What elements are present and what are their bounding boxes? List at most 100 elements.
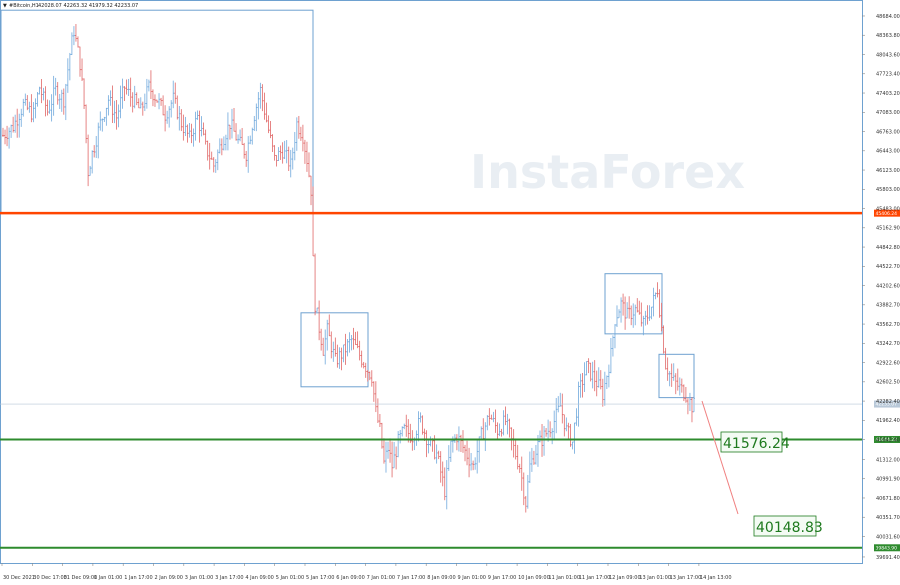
candle	[575, 408, 578, 426]
candle	[194, 111, 197, 141]
candle	[340, 347, 343, 371]
candle	[474, 457, 477, 470]
candle	[241, 127, 244, 145]
candle	[12, 116, 15, 133]
candle	[358, 340, 361, 361]
candle	[113, 100, 116, 124]
candle	[344, 333, 347, 365]
candle	[257, 92, 260, 120]
x-tick-label: 12 Jan 09:00	[609, 575, 641, 581]
candle	[62, 88, 65, 115]
candle	[87, 134, 90, 187]
candle	[547, 419, 550, 442]
candle	[95, 136, 98, 158]
candle	[273, 145, 276, 161]
y-tick-label: 40351.70	[876, 515, 900, 521]
candle	[34, 98, 37, 119]
current-price-line-tag-text: 42233.07	[876, 402, 898, 408]
candle	[571, 441, 574, 450]
candle	[40, 78, 43, 104]
candle	[303, 139, 306, 164]
candle	[601, 378, 604, 407]
candle	[127, 78, 130, 97]
x-tick-label: 5 Jan 17:00	[306, 575, 334, 581]
candle	[263, 92, 266, 120]
candle	[324, 329, 327, 365]
candle	[478, 436, 481, 463]
y-tick-label: 41962.40	[876, 418, 900, 424]
candle	[153, 94, 156, 107]
candle	[642, 315, 645, 336]
candle	[54, 77, 57, 96]
candle	[156, 99, 159, 103]
candle	[166, 110, 169, 124]
y-tick-label: 47083.00	[876, 110, 900, 116]
candle	[172, 80, 175, 109]
candle	[595, 370, 598, 397]
level-lines: 45406.24 41644.22 39843.90 42233.07	[0, 209, 900, 551]
candle	[591, 361, 594, 389]
candle	[85, 104, 88, 144]
candle	[235, 123, 238, 141]
header-arrow-icon[interactable]: ▼	[3, 3, 7, 9]
candle	[233, 107, 236, 132]
candle	[364, 362, 367, 378]
candle	[360, 350, 363, 368]
candle	[44, 86, 47, 117]
candle	[348, 332, 351, 353]
candle	[109, 90, 112, 106]
candle	[393, 442, 396, 469]
candle	[4, 129, 7, 145]
candle	[210, 151, 213, 160]
ohlc-values: 42028.07 42263.32 41979.32 42233.07	[38, 3, 138, 9]
candle	[662, 325, 665, 354]
candle	[496, 422, 499, 440]
target-2-box	[753, 515, 817, 537]
candle	[397, 431, 400, 458]
candle	[89, 165, 92, 177]
candle	[391, 441, 394, 478]
candle	[74, 23, 77, 42]
candle	[585, 361, 588, 376]
candle	[624, 296, 627, 330]
candle	[472, 460, 475, 471]
candle	[549, 421, 552, 438]
resistance-line-tag-text: 45406.24	[876, 211, 898, 217]
candle	[626, 302, 629, 319]
chart-header: ▼ #Bitcoin,H1 42028.07 42263.32 41979.32…	[3, 3, 138, 9]
candle	[251, 127, 254, 145]
candle	[289, 149, 292, 178]
candle	[30, 94, 33, 123]
candle	[445, 460, 448, 510]
candle	[654, 292, 657, 300]
candle	[18, 113, 21, 138]
y-tick-label: 40031.60	[876, 534, 900, 540]
candle	[220, 138, 223, 156]
candle	[449, 440, 452, 462]
candle	[139, 97, 142, 109]
candle	[380, 422, 383, 449]
x-tick-label: 13 Jan 01:00	[639, 575, 671, 581]
resistance-line-tag	[874, 209, 900, 217]
candle	[356, 331, 359, 349]
candle	[117, 104, 120, 128]
target-1-label: 41576.24	[723, 436, 790, 452]
candle	[464, 444, 467, 462]
x-tick-label: 14 Jan 13:00	[700, 575, 732, 581]
candle	[295, 117, 298, 151]
candle	[628, 296, 631, 319]
plot-frame	[0, 0, 863, 564]
candle	[652, 287, 655, 317]
candle	[93, 145, 96, 158]
candle	[131, 92, 134, 113]
candle	[632, 303, 635, 328]
candle	[216, 149, 219, 171]
candle	[6, 125, 9, 147]
candle	[648, 305, 651, 322]
candle	[58, 93, 61, 109]
candle	[395, 446, 398, 470]
candle	[190, 123, 193, 144]
candle	[618, 309, 621, 319]
candle	[174, 82, 177, 104]
